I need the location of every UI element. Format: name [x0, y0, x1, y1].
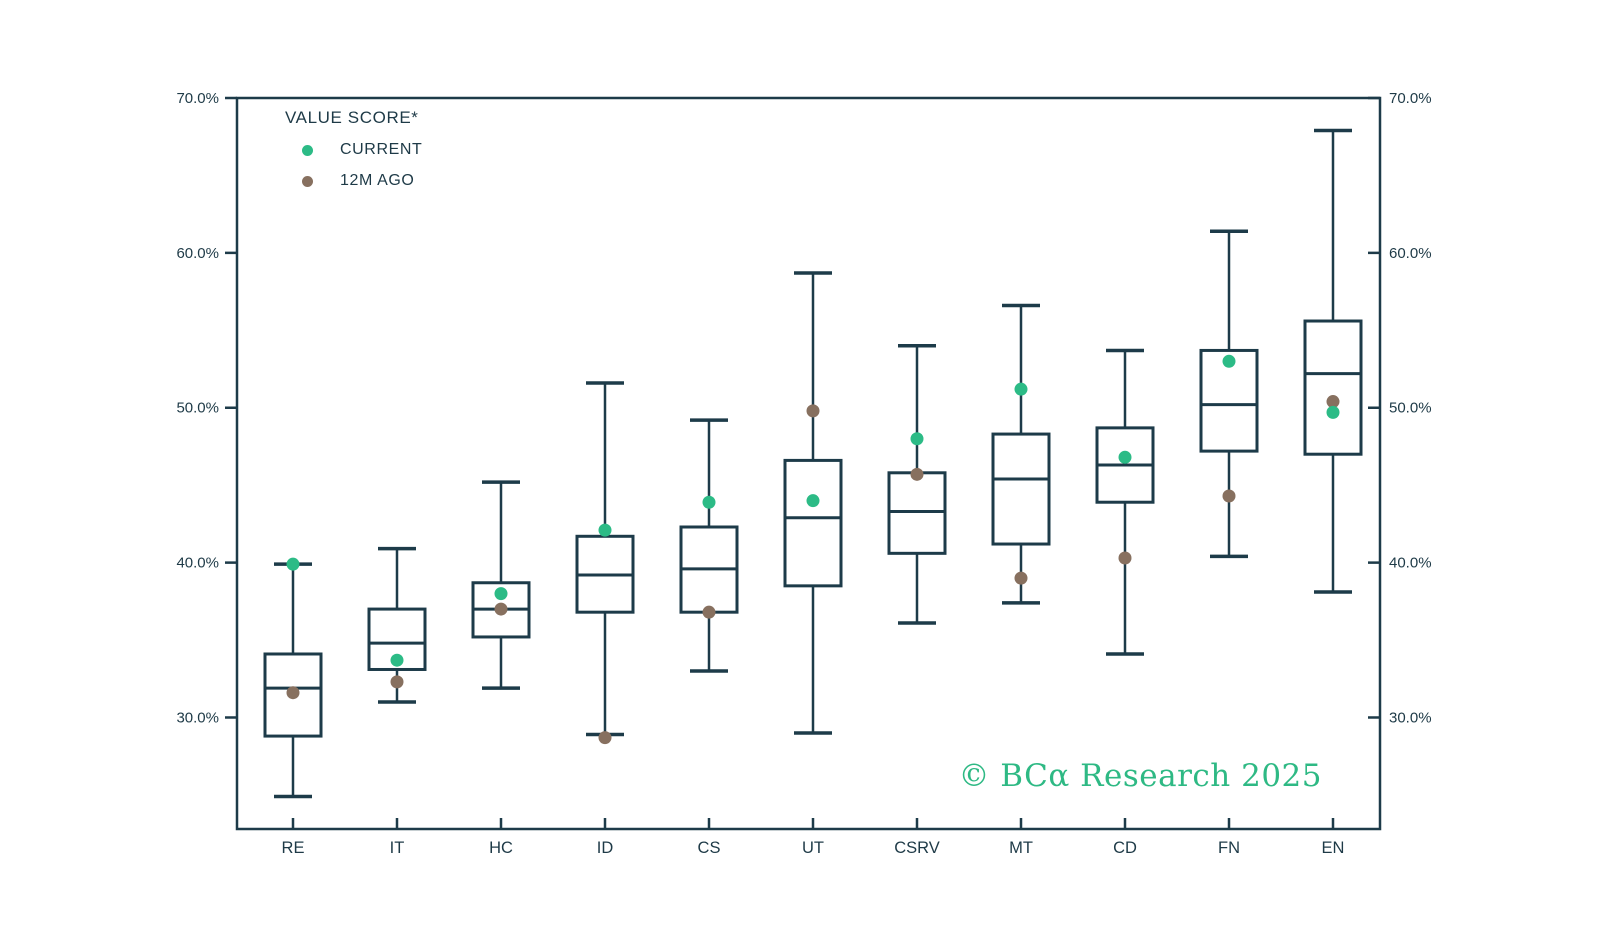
- y-tick-label-left: 40.0%: [176, 555, 219, 572]
- x-tick-label-HC: HC: [489, 839, 513, 857]
- chart-title: VALUE SCORE*: [285, 108, 419, 127]
- x-tick-label-UT: UT: [802, 839, 824, 857]
- ago-12m-dot-EN: [1326, 395, 1340, 409]
- current-dot-FN: [1222, 354, 1236, 368]
- current-dot-RE: [286, 557, 300, 571]
- twelve-m-ago-dot-icon: [302, 175, 313, 187]
- ago-12m-dot-FN: [1222, 489, 1236, 503]
- ago-12m-dot-UT: [806, 404, 820, 418]
- y-tick-label-left: 50.0%: [176, 400, 219, 417]
- y-tick-label-right: 60.0%: [1389, 245, 1432, 262]
- y-tick-label-left: 60.0%: [176, 245, 219, 262]
- box-UT: [783, 458, 843, 588]
- current-dot-IT: [390, 653, 404, 667]
- y-tick-label-left: 30.0%: [176, 709, 219, 726]
- box-MT: [991, 432, 1051, 546]
- ago-12m-dot-ID: [598, 731, 612, 745]
- box-EN: [1303, 319, 1363, 456]
- legend-label-current: CURRENT: [340, 141, 423, 158]
- x-tick-label-MT: MT: [1009, 839, 1033, 857]
- ago-12m-dot-CS: [702, 605, 716, 619]
- y-tick-label-right: 70.0%: [1389, 90, 1432, 107]
- x-tick-label-CSRV: CSRV: [894, 839, 940, 857]
- x-tick-label-EN: EN: [1322, 839, 1345, 857]
- ago-12m-dot-RE: [286, 686, 300, 700]
- watermark: © BCα Research 2025: [958, 758, 1322, 794]
- x-tick-label-CD: CD: [1113, 839, 1137, 857]
- ago-12m-dot-HC: [494, 602, 508, 616]
- x-tick-label-CS: CS: [698, 839, 721, 857]
- current-dot-UT: [806, 494, 820, 508]
- ago-12m-dot-CD: [1118, 551, 1132, 565]
- y-tick-label-right: 30.0%: [1389, 709, 1432, 726]
- x-tick-label-ID: ID: [597, 839, 614, 857]
- current-dot-EN: [1326, 405, 1340, 419]
- current-dot-HC: [494, 587, 508, 601]
- legend-label-12m-ago: 12M AGO: [340, 172, 415, 189]
- x-tick-label-FN: FN: [1218, 839, 1240, 857]
- legend-item-current: CURRENT: [285, 141, 422, 159]
- current-dot-ID: [598, 523, 612, 537]
- current-dot-CD: [1118, 450, 1132, 464]
- x-tick-label-IT: IT: [390, 839, 405, 857]
- ago-12m-dot-MT: [1014, 571, 1028, 585]
- current-dot-CSRV: [910, 432, 924, 446]
- y-tick-label-left: 70.0%: [176, 90, 219, 107]
- legend: VALUE SCORE* CURRENT 12M AGO: [285, 108, 422, 190]
- current-dot-CS: [702, 495, 716, 509]
- box-CSRV: [887, 471, 947, 555]
- ago-12m-dot-CSRV: [910, 467, 924, 481]
- ago-12m-dot-IT: [390, 675, 404, 689]
- y-tick-label-right: 40.0%: [1389, 555, 1432, 572]
- y-tick-label-right: 50.0%: [1389, 400, 1432, 417]
- x-tick-label-RE: RE: [282, 839, 305, 857]
- current-dot-MT: [1014, 382, 1028, 396]
- legend-item-12m-ago: 12M AGO: [285, 172, 422, 190]
- current-dot-icon: [302, 144, 313, 156]
- plot-frame: [235, 96, 1382, 831]
